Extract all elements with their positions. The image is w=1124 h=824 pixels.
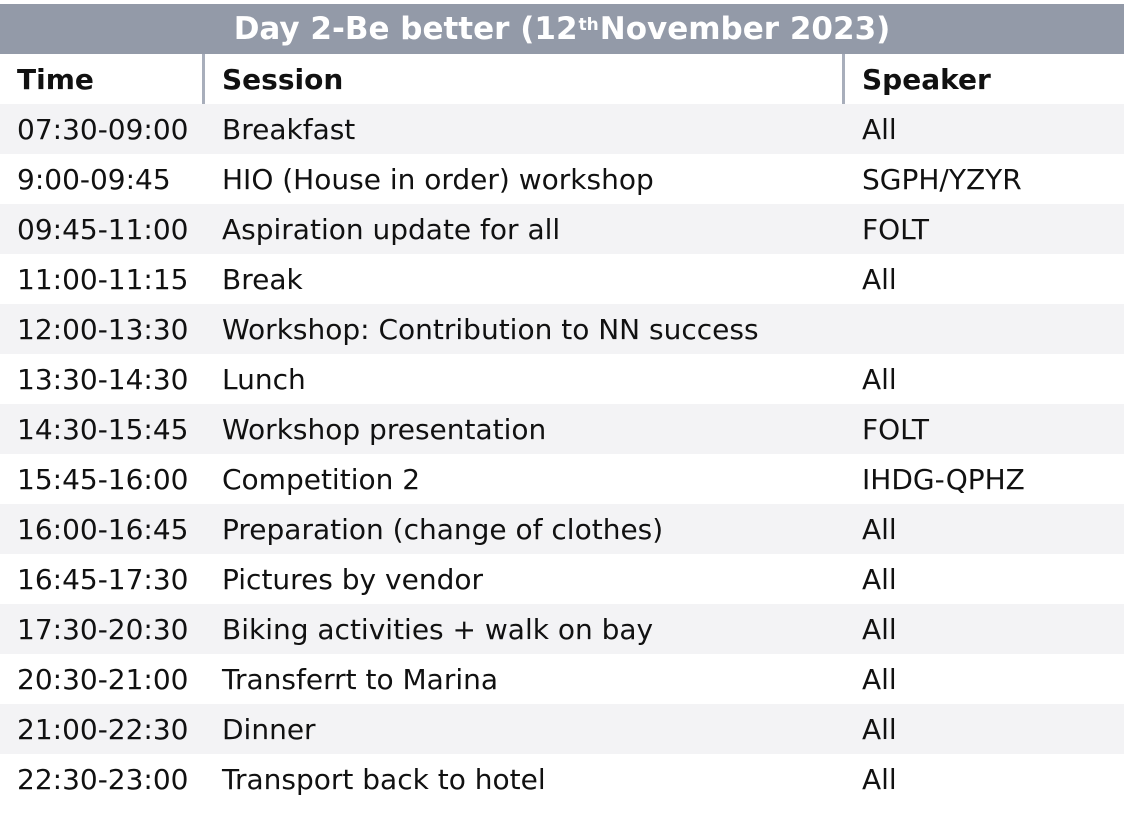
cell-session: Workshop: Contribution to NN success: [222, 312, 759, 346]
cell-time: 14:30-15:45: [17, 412, 189, 446]
cell-speaker: All: [862, 262, 897, 296]
cell-session: Breakfast: [222, 112, 356, 146]
table-row: 14:30-15:45 Workshop presentation FOLT: [0, 404, 1124, 454]
table-row: 20:30-21:00 Transferrt to Marina All: [0, 654, 1124, 704]
cell-speaker: FOLT: [862, 212, 929, 246]
cell-session: Transferrt to Marina: [222, 662, 499, 696]
title-prefix: Day 2-Be better (12: [233, 11, 578, 47]
cell-session: HIO (House in order) workshop: [222, 162, 654, 196]
cell-time: 16:45-17:30: [17, 562, 189, 596]
cell-session: Aspiration update for all: [222, 212, 561, 246]
cell-speaker: All: [862, 362, 897, 396]
cell-speaker: All: [862, 712, 897, 746]
cell-session: Competition 2: [222, 462, 421, 496]
cell-speaker: All: [862, 762, 897, 796]
agenda-table: Day 2-Be better (12 th November 2023) Tim…: [0, 4, 1124, 804]
cell-session: Dinner: [222, 712, 316, 746]
cell-session: Break: [222, 262, 303, 296]
table-row: 17:30-20:30 Biking activities + walk on b…: [0, 604, 1124, 654]
header-row: Time Session Speaker: [0, 54, 1124, 104]
column-header-speaker: Speaker: [862, 62, 991, 96]
column-header-session: Session: [205, 54, 845, 104]
cell-speaker: All: [862, 112, 897, 146]
cell-session: Preparation (change of clothes): [222, 512, 664, 546]
cell-time: 09:45-11:00: [17, 212, 189, 246]
table-row: 11:00-11:15 Break All: [0, 254, 1124, 304]
cell-time: 11:00-11:15: [17, 262, 189, 296]
cell-speaker: [845, 304, 1124, 354]
cell-session: Transport back to hotel: [222, 762, 546, 796]
cell-speaker: All: [862, 562, 897, 596]
cell-session: Workshop presentation: [222, 412, 547, 446]
table-row: 21:00-22:30 Dinner All: [0, 704, 1124, 754]
cell-session: Lunch: [222, 362, 306, 396]
cell-speaker: IHDG-QPHZ: [862, 462, 1025, 496]
cell-time: 22:30-23:00: [17, 762, 189, 796]
title-ordinal-suffix: th: [578, 15, 599, 35]
cell-time: 20:30-21:00: [17, 662, 189, 696]
title-suffix: November 2023): [599, 11, 891, 47]
cell-time: 17:30-20:30: [17, 612, 189, 646]
cell-speaker: SGPH/YZYR: [862, 162, 1022, 196]
cell-session: Pictures by vendor: [222, 562, 483, 596]
column-header-time: Time: [0, 54, 205, 104]
cell-time: 13:30-14:30: [17, 362, 189, 396]
table-row: 22:30-23:00 Transport back to hotel All: [0, 754, 1124, 804]
cell-speaker: All: [862, 662, 897, 696]
cell-session: Biking activities + walk on bay: [222, 612, 654, 646]
cell-time: 07:30-09:00: [17, 112, 189, 146]
cell-speaker: All: [862, 612, 897, 646]
table-row: 16:45-17:30 Pictures by vendor All: [0, 554, 1124, 604]
cell-time: 16:00-16:45: [17, 512, 189, 546]
cell-speaker: All: [862, 512, 897, 546]
table-row: 16:00-16:45 Preparation (change of clothe…: [0, 504, 1124, 554]
cell-speaker: FOLT: [862, 412, 929, 446]
table-row: 12:00-13:30 Workshop: Contribution to NN …: [0, 304, 1124, 354]
table-row: 09:45-11:00 Aspiration update for all FOLT: [0, 204, 1124, 254]
table-body: 07:30-09:00 Breakfast All 9:00-09:45 HIO (Ho…: [0, 104, 1124, 804]
cell-time: 15:45-16:00: [17, 462, 189, 496]
table-row: 9:00-09:45 HIO (House in order) workshop S…: [0, 154, 1124, 204]
cell-time: 9:00-09:45: [17, 162, 171, 196]
table-row: 13:30-14:30 Lunch All: [0, 354, 1124, 404]
table-row: 15:45-16:00 Competition 2 IHDG-QPHZ: [0, 454, 1124, 504]
cell-time: 21:00-22:30: [17, 712, 189, 746]
table-row: 07:30-09:00 Breakfast All: [0, 104, 1124, 154]
cell-time: 12:00-13:30: [17, 312, 189, 346]
table-title: Day 2-Be better (12 th November 2023): [0, 4, 1124, 54]
